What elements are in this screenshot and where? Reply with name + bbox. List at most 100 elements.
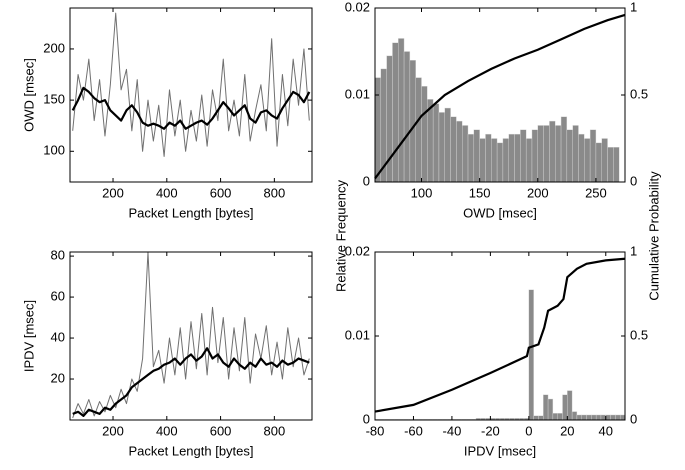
y-tick-label: 0.02 [345, 243, 370, 258]
hist-bar [595, 142, 602, 183]
hist-bar [398, 38, 405, 183]
hist-bar [610, 414, 616, 421]
shared-y-label: Relative Frequency [333, 180, 348, 292]
hist-bar [605, 414, 611, 421]
hist-bar [589, 129, 597, 183]
hist-bar [502, 138, 509, 183]
hist-bar [450, 116, 457, 183]
x-tick-label: 100 [411, 185, 433, 200]
plot-frame [69, 251, 313, 421]
y-axis-label: IPDV [msec] [21, 300, 36, 372]
hist-bar [462, 125, 469, 183]
y2-tick-label: 1 [630, 0, 637, 14]
y-tick-label: 0.01 [345, 327, 370, 342]
hist-bar [537, 125, 544, 183]
x-tick-label: 200 [527, 185, 549, 200]
x-tick-label: 400 [156, 185, 178, 200]
y-tick-label: 0.01 [345, 86, 370, 101]
hist-bar [467, 133, 475, 183]
hist-bar [427, 99, 434, 183]
y-tick-label: 200 [43, 40, 65, 55]
hist-bar [567, 390, 573, 421]
x-axis-label: IPDV [msec] [464, 443, 536, 458]
hist-bar [576, 414, 582, 421]
hist-bar [514, 133, 521, 183]
x-tick-label: 200 [102, 185, 124, 200]
x-tick-label: 150 [469, 185, 491, 200]
y-tick-label: 0 [363, 411, 370, 426]
hist-bar [566, 129, 573, 183]
hist-bar [421, 86, 428, 183]
y-tick-label: 0 [363, 173, 370, 188]
hist-bar [479, 138, 486, 183]
hist-bar [508, 133, 515, 183]
x-tick-label: -40 [443, 423, 462, 438]
x-tick-label: 0 [525, 423, 532, 438]
hist-bar [456, 120, 463, 183]
hist-bar [520, 129, 527, 183]
hist-bar [533, 415, 539, 421]
hist-bar [613, 146, 620, 183]
hist-bar [496, 142, 504, 183]
x-tick-label: -60 [404, 423, 423, 438]
cdf-line [374, 13, 626, 180]
hist-bar [538, 415, 544, 421]
x-tick-label: 250 [585, 185, 607, 200]
data-line [72, 12, 310, 157]
hist-bar [562, 394, 568, 421]
hist-bar [415, 77, 422, 183]
hist-bar [409, 60, 416, 183]
y2-tick-label: 0.5 [630, 86, 648, 101]
cdf-line [374, 257, 626, 413]
plot-frame [69, 7, 313, 183]
hist-bar [600, 414, 606, 421]
hist-bar [473, 129, 480, 183]
y2-tick-label: 0 [630, 411, 637, 426]
x-tick-label: 800 [264, 423, 286, 438]
x-tick-label: 800 [264, 185, 286, 200]
hist-bar [525, 138, 533, 183]
shared-y2-label: Cumulative Probability [646, 171, 661, 301]
x-tick-label: -80 [366, 423, 385, 438]
hist-bar [392, 42, 399, 183]
hist-bar [444, 107, 451, 183]
plot-frame [374, 251, 626, 421]
x-tick-label: 200 [102, 423, 124, 438]
hist-bar [581, 414, 587, 421]
data-line [71, 86, 311, 130]
x-tick-label: 600 [210, 185, 232, 200]
x-tick-label: 20 [560, 423, 574, 438]
x-axis-label: OWD [msec] [463, 205, 537, 220]
y-tick-label: 40 [51, 329, 65, 344]
y2-tick-label: 0.5 [630, 327, 648, 342]
hist-bar [543, 394, 549, 421]
hist-bar [615, 414, 621, 421]
hist-bar [403, 51, 411, 183]
hist-bar [485, 133, 492, 183]
hist-bar [549, 120, 556, 183]
hist-bar [572, 125, 579, 183]
x-tick-label: 400 [156, 423, 178, 438]
x-axis-label: Packet Length [bytes] [128, 205, 253, 220]
y2-tick-label: 1 [630, 243, 637, 258]
x-tick-label: 40 [599, 423, 613, 438]
data-line [72, 347, 310, 417]
hist-bar [528, 289, 534, 421]
y2-tick-label: 0 [630, 173, 637, 188]
y-tick-label: 100 [43, 143, 65, 158]
x-tick-label: -20 [481, 423, 500, 438]
hist-bar [607, 146, 614, 183]
hist-bar [601, 138, 608, 183]
hist-bar [432, 103, 440, 183]
hist-bar [547, 398, 554, 421]
hist-bar [374, 77, 382, 183]
hist-bar [619, 414, 626, 421]
x-axis-label: Packet Length [bytes] [128, 443, 253, 458]
hist-bar [560, 116, 568, 183]
hist-bar [543, 125, 550, 183]
hist-bar [595, 414, 602, 421]
hist-bar [438, 112, 445, 183]
hist-bar [491, 138, 498, 183]
hist-bar [586, 414, 592, 421]
